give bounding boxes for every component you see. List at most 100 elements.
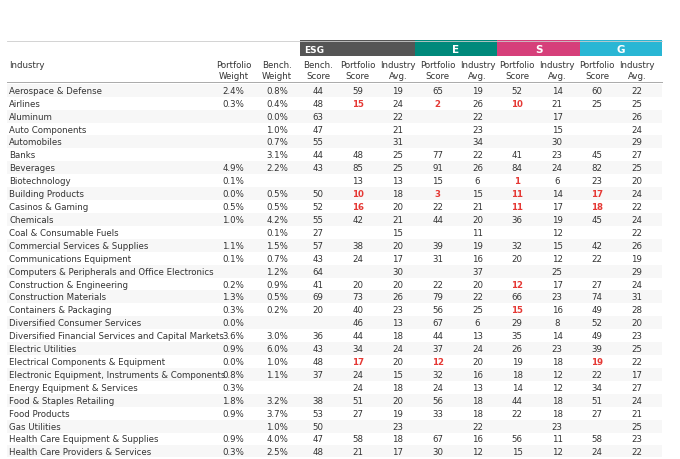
Bar: [7, 201, 662, 213]
Bar: [7, 394, 662, 407]
Text: 25: 25: [551, 267, 562, 276]
Text: 50: 50: [313, 190, 324, 199]
Text: 6: 6: [475, 177, 480, 186]
Text: 0.0%: 0.0%: [222, 357, 244, 366]
Text: 16: 16: [472, 370, 483, 379]
Text: 56: 56: [432, 306, 443, 314]
Text: Portfolio
Weight: Portfolio Weight: [216, 61, 251, 81]
Text: 23: 23: [551, 422, 562, 431]
Text: 22: 22: [631, 448, 643, 456]
Text: 19: 19: [631, 254, 642, 263]
Text: 27: 27: [631, 383, 643, 392]
Text: 42: 42: [352, 215, 363, 224]
Text: 21: 21: [392, 125, 403, 134]
Text: Construction & Engineering: Construction & Engineering: [10, 280, 129, 289]
Text: Banks: Banks: [10, 151, 35, 160]
Text: 11: 11: [511, 190, 524, 199]
Text: 30: 30: [392, 267, 403, 276]
Text: 22: 22: [512, 409, 523, 418]
Text: 34: 34: [352, 344, 363, 353]
Text: 52: 52: [313, 202, 324, 212]
Text: 23: 23: [551, 293, 562, 302]
Text: 23: 23: [392, 422, 403, 431]
Bar: [7, 239, 662, 252]
Text: Auto Components: Auto Components: [10, 125, 87, 134]
Text: 19: 19: [392, 409, 403, 418]
Text: Electrical Components & Equipment: Electrical Components & Equipment: [10, 357, 165, 366]
Text: 25: 25: [592, 100, 602, 108]
Text: 36: 36: [313, 331, 324, 341]
Text: 19: 19: [392, 87, 403, 95]
Text: 0.9%: 0.9%: [222, 344, 244, 353]
Text: 15: 15: [432, 177, 443, 186]
Text: 6: 6: [554, 177, 560, 186]
Text: 17: 17: [392, 254, 403, 263]
Text: 24: 24: [551, 164, 562, 173]
Text: 24: 24: [631, 190, 643, 199]
Text: 20: 20: [631, 319, 643, 328]
Text: 15: 15: [551, 241, 562, 250]
Bar: [7, 136, 662, 149]
Text: 65: 65: [432, 87, 443, 95]
Text: 15: 15: [392, 228, 403, 237]
Bar: [7, 381, 662, 394]
Text: Coal & Consumable Fuels: Coal & Consumable Fuels: [10, 228, 119, 237]
Text: 21: 21: [551, 100, 562, 108]
Text: 18: 18: [392, 331, 403, 341]
Text: Portfolio
Score: Portfolio Score: [579, 61, 615, 81]
Text: 53: 53: [313, 409, 324, 418]
Bar: [7, 304, 662, 317]
Text: 22: 22: [631, 87, 643, 95]
Text: 24: 24: [392, 100, 403, 108]
Bar: [497, 41, 580, 57]
Text: 26: 26: [472, 164, 483, 173]
Text: 49: 49: [592, 306, 602, 314]
Text: 55: 55: [313, 215, 324, 224]
Text: 82: 82: [592, 164, 602, 173]
Bar: [580, 41, 662, 57]
Text: 0.1%: 0.1%: [222, 177, 244, 186]
Text: 1.1%: 1.1%: [267, 370, 288, 379]
Text: 37: 37: [432, 344, 443, 353]
Text: 20: 20: [392, 280, 403, 289]
Text: 20: 20: [472, 280, 483, 289]
Text: 17: 17: [392, 448, 403, 456]
Text: 48: 48: [352, 151, 363, 160]
Text: 39: 39: [432, 241, 443, 250]
Text: 57: 57: [313, 241, 324, 250]
Text: Chemicals: Chemicals: [10, 215, 54, 224]
Text: 12: 12: [551, 370, 562, 379]
Text: 19: 19: [512, 357, 523, 366]
Text: 55: 55: [313, 138, 324, 147]
Text: 3.1%: 3.1%: [267, 151, 288, 160]
Text: 58: 58: [592, 435, 602, 443]
Text: 26: 26: [631, 241, 643, 250]
Text: 50: 50: [313, 422, 324, 431]
Text: 25: 25: [392, 151, 403, 160]
Text: 0.0%: 0.0%: [222, 319, 244, 328]
Text: S: S: [535, 45, 543, 55]
Text: 85: 85: [352, 164, 363, 173]
Text: 17: 17: [591, 190, 603, 199]
Text: Biotechnology: Biotechnology: [10, 177, 71, 186]
Text: Industry
Avg.: Industry Avg.: [460, 61, 495, 81]
Text: G: G: [617, 45, 625, 55]
Text: 45: 45: [592, 151, 602, 160]
Text: 24: 24: [631, 280, 643, 289]
Text: 43: 43: [313, 344, 324, 353]
Text: 0.3%: 0.3%: [222, 383, 244, 392]
Bar: [7, 213, 662, 226]
Text: 29: 29: [631, 267, 642, 276]
Text: 26: 26: [392, 293, 403, 302]
Text: 22: 22: [472, 293, 483, 302]
Text: 48: 48: [313, 357, 324, 366]
Text: 13: 13: [472, 331, 483, 341]
Bar: [7, 291, 662, 304]
Text: 28: 28: [631, 306, 643, 314]
Text: 1.0%: 1.0%: [267, 422, 288, 431]
Text: 44: 44: [352, 331, 363, 341]
Text: 24: 24: [352, 383, 363, 392]
Text: 52: 52: [592, 319, 602, 328]
Text: Portfolio
Score: Portfolio Score: [340, 61, 375, 81]
Text: 23: 23: [392, 306, 403, 314]
